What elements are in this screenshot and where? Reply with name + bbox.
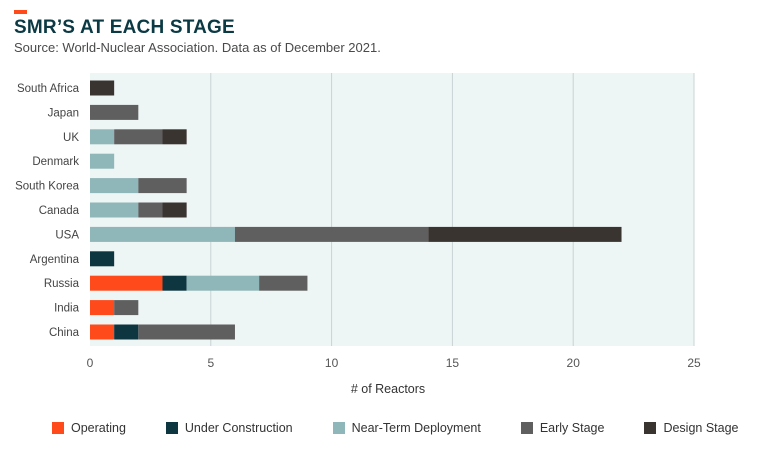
bar-segment <box>90 226 235 242</box>
x-tick-label: 20 <box>567 356 581 370</box>
x-tick-label: 0 <box>87 356 94 370</box>
y-category-label: South Korea <box>15 181 80 193</box>
bar-segment <box>90 251 115 267</box>
y-category-label: Canada <box>39 205 80 217</box>
y-category-label: Argentina <box>30 254 80 266</box>
bar-segment <box>162 202 187 218</box>
legend-swatch <box>52 422 64 434</box>
bar-segment <box>186 275 260 291</box>
x-tick-label: 10 <box>325 356 339 370</box>
bar-segment <box>90 104 139 120</box>
chart-legend: Operating Under Construction Near-Term Dep… <box>52 421 739 435</box>
y-category-label: UK <box>63 132 79 144</box>
x-tick-label: 15 <box>446 356 460 370</box>
legend-label: Early Stage <box>539 421 605 435</box>
chart-subtitle: Source: World-Nuclear Association. Data … <box>14 40 381 55</box>
y-category-label: Denmark <box>32 156 79 168</box>
legend-label: Under Construction <box>184 421 293 435</box>
plot-area <box>90 73 694 346</box>
y-category-label: Japan <box>48 107 79 119</box>
legend-swatch <box>520 422 533 434</box>
legend-swatch <box>165 422 178 434</box>
title-accent-bar <box>14 10 27 14</box>
x-tick-label: 5 <box>207 356 214 370</box>
bar-segment <box>90 202 139 218</box>
y-category-label: Russia <box>44 278 80 290</box>
bar-segment <box>234 226 429 242</box>
bar-segment <box>90 153 115 169</box>
legend-label: Operating <box>71 421 126 435</box>
bar-segment <box>138 178 187 194</box>
bar-segment <box>90 300 115 316</box>
legend-item: Design Stage <box>644 421 739 435</box>
legend-swatch <box>332 422 345 434</box>
legend-item: Early Stage <box>520 421 605 435</box>
bar-segment <box>114 324 139 340</box>
bar-segment <box>138 324 235 340</box>
bar-segment <box>90 178 139 194</box>
bar-segment <box>259 275 308 291</box>
legend-item: Under Construction <box>165 421 293 435</box>
y-category-label: USA <box>55 229 79 241</box>
y-category-label: India <box>54 303 80 315</box>
bar-segment <box>90 80 115 96</box>
bar-segment <box>162 129 187 145</box>
legend-item: Operating <box>52 421 126 435</box>
bar-segment <box>428 226 622 242</box>
legend-label: Design Stage <box>663 421 739 435</box>
x-axis-label: # of Reactors <box>351 382 425 396</box>
legend-item: Near-Term Deployment <box>332 421 481 435</box>
bar-segment <box>162 275 187 291</box>
y-category-label: South Africa <box>17 83 80 95</box>
chart-title: SMR’S AT EACH STAGE <box>14 17 235 38</box>
bar-segment <box>114 129 163 145</box>
bar-segment <box>90 129 115 145</box>
x-tick-label: 25 <box>687 356 701 370</box>
y-category-label: China <box>49 327 80 339</box>
bar-segment <box>138 202 163 218</box>
legend-label: Near-Term Deployment <box>351 421 481 435</box>
bar-segment <box>114 300 139 316</box>
bar-segment <box>90 324 115 340</box>
legend-swatch <box>644 422 657 434</box>
bar-segment <box>90 275 163 291</box>
